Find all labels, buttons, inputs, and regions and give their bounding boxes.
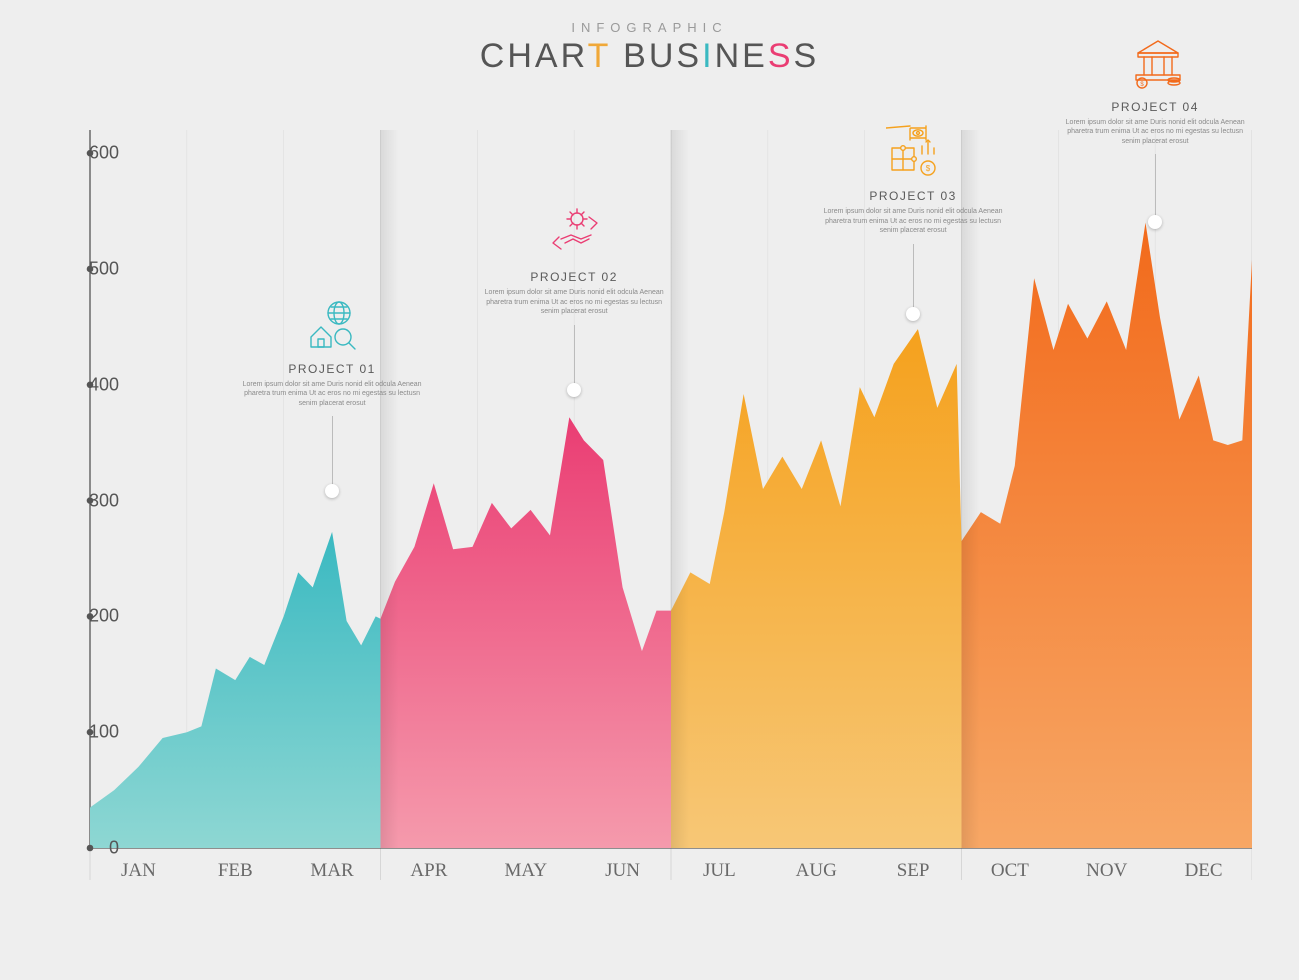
title-subheading: INFOGRAPHIC	[480, 20, 819, 35]
y-tick-label: 500	[89, 258, 119, 279]
globe-house-search-icon	[242, 297, 422, 356]
y-tick-label: 0	[109, 838, 119, 859]
callout-title: PROJECT 03	[823, 189, 1003, 203]
callout-desc: Lorem ipsum dolor sit ame Duris nonid el…	[484, 288, 664, 316]
callout-dot	[1148, 215, 1162, 229]
month-label: DEC	[1185, 860, 1223, 882]
eye-puzzle-money-icon: $	[823, 124, 1003, 183]
month-label: NOV	[1086, 860, 1127, 882]
callout-connector	[913, 244, 914, 315]
project-callout: PROJECT 01 Lorem ipsum dolor sit ame Dur…	[242, 297, 422, 498]
month-label: JUL	[703, 860, 736, 882]
callout-connector	[332, 416, 333, 491]
y-tick-label: 200	[89, 606, 119, 627]
callout-dot	[906, 307, 920, 321]
area-Q2	[381, 417, 672, 848]
callout-desc: Lorem ipsum dolor sit ame Duris nonid el…	[242, 380, 422, 408]
callout-title: PROJECT 02	[484, 270, 664, 284]
area-Q4	[962, 223, 1253, 848]
title-main: CHART BUSINESS	[480, 37, 819, 76]
y-tick-label: 300	[89, 490, 119, 511]
month-label: OCT	[991, 860, 1029, 882]
month-label: FEB	[218, 860, 253, 882]
gear-handshake-icon	[484, 205, 664, 264]
callout-dot	[567, 383, 581, 397]
y-tick-label: 600	[89, 143, 119, 164]
title-block: INFOGRAPHIC CHART BUSINESS	[480, 20, 819, 76]
y-tick-label: 100	[89, 722, 119, 743]
month-label: SEP	[897, 860, 930, 882]
y-tick-label: 400	[89, 374, 119, 395]
callout-title: PROJECT 04	[1065, 100, 1245, 114]
month-label: AUG	[796, 860, 837, 882]
area-Q1	[90, 532, 381, 848]
area-Q3	[671, 329, 962, 848]
callout-connector	[1155, 154, 1156, 221]
chart-svg	[82, 130, 1252, 890]
month-label: APR	[410, 860, 447, 882]
callout-connector	[574, 325, 575, 390]
month-label: JUN	[605, 860, 640, 882]
project-callout: $ PROJECT 03 Lorem ipsum dolor sit ame D…	[823, 124, 1003, 321]
svg-text:$: $	[926, 164, 931, 173]
callout-desc: Lorem ipsum dolor sit ame Duris nonid el…	[1065, 118, 1245, 146]
month-label: MAY	[504, 860, 547, 882]
bank-coins-icon: $	[1065, 35, 1245, 94]
callout-desc: Lorem ipsum dolor sit ame Duris nonid el…	[823, 207, 1003, 235]
project-callout: PROJECT 02 Lorem ipsum dolor sit ame Dur…	[484, 205, 664, 396]
month-label: MAR	[310, 860, 353, 882]
callout-title: PROJECT 01	[242, 362, 422, 376]
project-callout: $ PROJECT 04 Lorem ipsum dolor sit ame D…	[1065, 35, 1245, 228]
callout-dot	[325, 484, 339, 498]
month-label: JAN	[121, 860, 156, 882]
area-chart	[82, 130, 1252, 890]
